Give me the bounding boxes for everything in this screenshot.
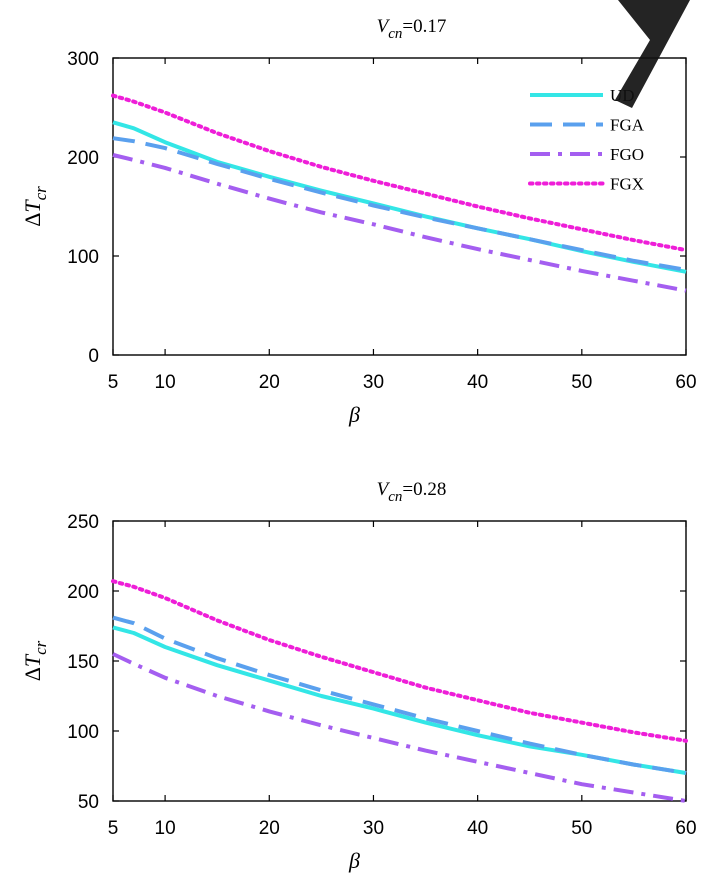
y-tick-label: 250 [67,512,99,533]
x-tick-label: 60 [675,818,696,839]
x-axis-label: β [348,848,360,873]
legend-label-fga: FGA [610,116,645,135]
legend-label-fgo: FGO [610,145,644,164]
series-line-fgx [111,93,688,253]
chart-vcn-028: 5 10 20 30 40 50 60 50 100 150 200 250 Vcn=0.28 β ΔTcr [20,479,697,873]
x-tick-label: 50 [571,818,592,839]
chart-title: Vcn=0.28 [377,479,447,505]
y-tick-label: 150 [67,652,99,673]
y-tick-label: 200 [67,148,99,169]
x-tick-label: 60 [675,372,696,393]
x-tick-label: 40 [467,818,488,839]
x-axis-label: β [348,402,360,427]
y-tick-label: 200 [67,582,99,603]
series-line-ud [112,625,687,775]
x-tick-label: 5 [108,818,119,839]
y-tick-label: 50 [78,792,99,813]
x-tick-label: 30 [363,818,384,839]
chart-title: Vcn=0.17 [377,16,447,42]
x-tick-label: 10 [155,818,176,839]
watermark-icon [615,0,690,108]
series-line-fga [112,615,687,775]
x-tick-label: 40 [467,372,488,393]
x-tick-label: 20 [259,818,280,839]
legend-label-fgx: FGX [610,175,644,194]
y-axis-label: ΔTcr [20,640,50,681]
y-tick-label: 0 [88,346,99,367]
y-tick-label: 300 [67,49,99,70]
series-line-fgo [112,153,687,293]
x-tick-label: 30 [363,372,384,393]
series-line-fga [112,136,687,272]
series-line-ud [112,120,687,274]
x-tick-label: 5 [108,372,119,393]
plot-area [112,57,687,356]
x-tick-label: 10 [155,372,176,393]
x-tick-label: 20 [259,372,280,393]
series-line-fgo [112,652,687,803]
y-tick-label: 100 [67,247,99,268]
y-tick-label: 100 [67,722,99,743]
x-tick-label: 50 [571,372,592,393]
series-line-fgx [111,579,688,743]
y-axis-label: ΔTcr [20,186,50,227]
chart-vcn-017: 51020304050600100200300Vcn=0.17βΔTcrUDFG… [20,16,697,427]
